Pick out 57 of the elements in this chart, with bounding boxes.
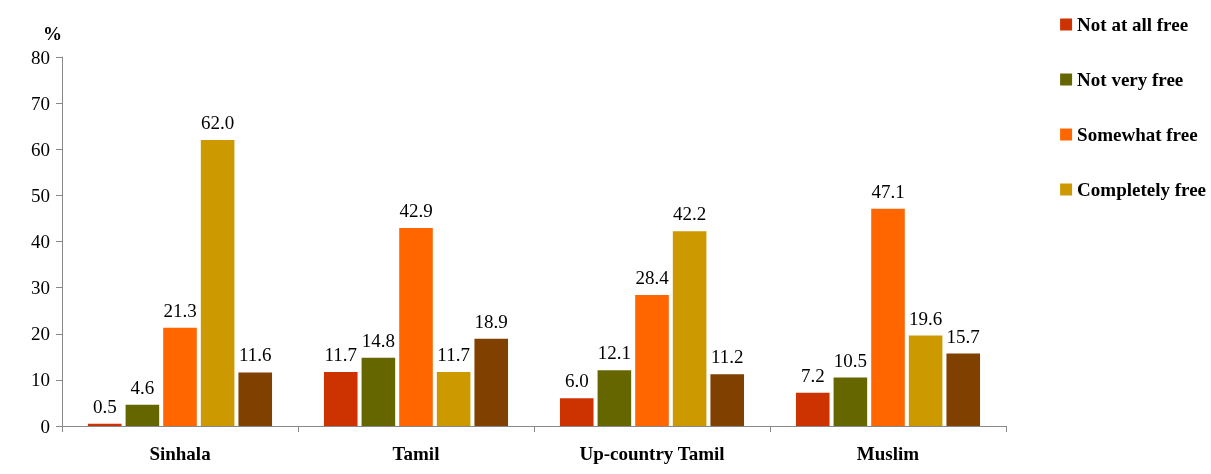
bar	[908, 335, 943, 426]
y-tick-label: 80	[31, 46, 50, 68]
data-label: 18.9	[474, 310, 508, 332]
legend-label: Completely free	[1077, 179, 1207, 200]
x-tick-label: Up-country Tamil	[579, 443, 725, 464]
legend-label: Not very free	[1077, 69, 1184, 90]
data-label: 47.1	[871, 180, 905, 202]
legend-label: Not at all free	[1077, 14, 1189, 35]
y-tick-label: 40	[31, 231, 50, 252]
bar	[871, 208, 905, 426]
data-label: 11.2	[710, 346, 744, 368]
bar	[946, 353, 981, 426]
y-tick-label: 20	[31, 323, 50, 345]
bar	[323, 372, 358, 426]
y-tick-label: 70	[31, 92, 50, 114]
y-tick-label: 10	[31, 369, 50, 391]
y-tick-label: 50	[31, 184, 50, 206]
bar	[795, 392, 830, 426]
data-label: 19.6	[909, 307, 943, 329]
bar	[474, 338, 509, 426]
legend-label: Somewhat free	[1077, 124, 1198, 145]
y-tick-label: 0	[40, 415, 50, 437]
bar	[559, 398, 594, 426]
bar	[672, 231, 707, 426]
data-label: 21.3	[163, 299, 197, 321]
bar	[399, 228, 433, 426]
bar	[238, 372, 273, 426]
data-label: 42.2	[673, 203, 707, 225]
bar	[833, 377, 868, 426]
x-tick-label: Tamil	[392, 443, 440, 464]
x-tick-label: Sinhala	[149, 443, 212, 464]
data-label: 15.7	[946, 325, 980, 347]
y-tick-label: 60	[31, 138, 50, 160]
bar	[125, 404, 160, 426]
bar	[597, 370, 632, 426]
bar	[361, 357, 396, 426]
y-axis-title: %	[43, 23, 62, 44]
data-label: 11.7	[437, 344, 470, 366]
bar	[200, 140, 235, 426]
y-tick-label: 30	[31, 277, 50, 299]
data-label: 11.6	[238, 344, 272, 366]
x-tick-label: Muslim	[856, 443, 920, 464]
bar	[163, 327, 197, 426]
data-label: 12.1	[597, 342, 631, 364]
data-label: 14.8	[361, 329, 395, 351]
data-label: 6.0	[564, 370, 589, 392]
data-label: 11.7	[324, 344, 358, 366]
data-label: 4.6	[130, 376, 155, 398]
data-label: 62.0	[201, 112, 235, 134]
bar	[436, 372, 471, 426]
data-label: 0.5	[92, 395, 117, 417]
data-label: 42.9	[399, 200, 433, 222]
data-label: 7.2	[800, 364, 825, 386]
bar	[635, 295, 669, 426]
data-label: 10.5	[833, 349, 867, 371]
data-label: 28.4	[635, 267, 670, 289]
bar	[710, 374, 745, 426]
